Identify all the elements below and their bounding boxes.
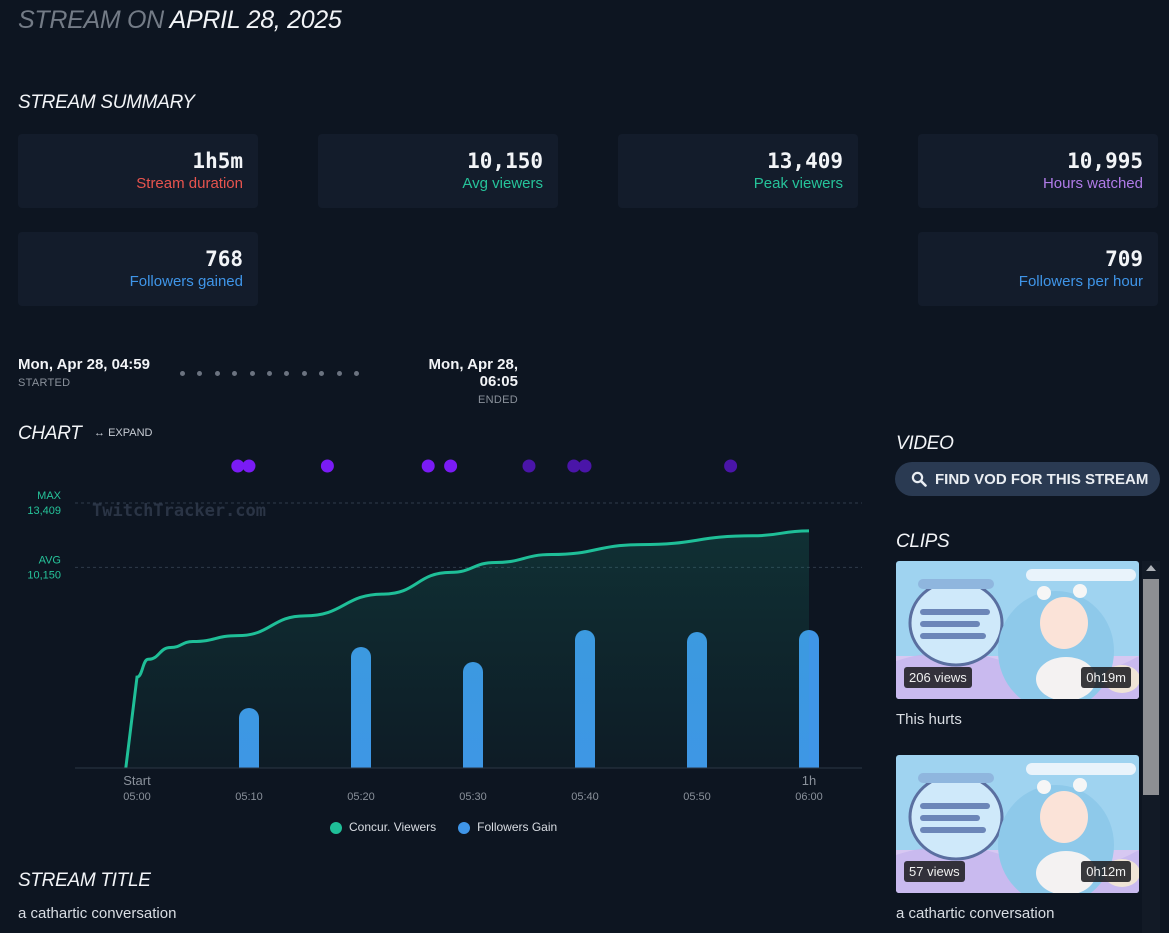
clip-card[interactable]: 206 views 0h19m This hurts [896, 561, 1139, 728]
stat-value: 13,409 [767, 149, 843, 173]
stream-end: Mon, Apr 28, 06:05 ENDED [390, 356, 518, 406]
stat-card-duration: 1h5m Stream duration [18, 134, 258, 208]
page-title-date: APRIL 28, 2025 [169, 6, 342, 34]
start-label: STARTED [18, 377, 71, 389]
end-label: ENDED [477, 394, 518, 406]
x-tick-label: 05:00 [123, 791, 151, 803]
scrollbar-thumb[interactable] [1143, 579, 1159, 795]
stream-title-text: a cathartic conversation [18, 905, 177, 922]
x-tick-top-label: Start [123, 773, 151, 788]
x-tick-label: 05:30 [459, 791, 487, 803]
clip-duration: 0h12m [1081, 861, 1131, 882]
legend-swatch-viewers [330, 821, 342, 834]
event-marker[interactable] [444, 459, 458, 473]
event-marker[interactable] [421, 459, 435, 473]
stat-value: 10,995 [1067, 149, 1143, 173]
event-marker[interactable] [578, 459, 592, 473]
stat-card-peak-viewers: 13,409 Peak viewers [618, 134, 858, 208]
ref-value-avg: 10,150 [27, 569, 61, 581]
timeline-dot [214, 371, 220, 376]
chart-watermark: TwitchTracker.com [92, 501, 266, 521]
search-icon [911, 471, 927, 487]
ref-value-max: 13,409 [27, 505, 61, 517]
legend-item-viewers[interactable]: Concur. Viewers [330, 820, 436, 834]
event-marker[interactable] [567, 459, 581, 473]
viewers-line[interactable] [124, 529, 810, 769]
chart-legend: Concur. Viewers Followers Gain [330, 820, 557, 834]
stat-card-hours-watched: 10,995 Hours watched [918, 134, 1158, 208]
clips-heading: CLIPS [896, 531, 950, 552]
stat-label: Avg viewers [462, 175, 543, 192]
stat-label: Stream duration [136, 175, 243, 192]
timeline-dot [319, 371, 325, 376]
stat-value: 10,150 [467, 149, 543, 173]
ref-label-avg: AVG [39, 554, 61, 566]
stat-card-followers-gained: 768 Followers gained [18, 232, 258, 306]
stream-start: Mon, Apr 28, 04:59 STARTED [18, 356, 150, 389]
expand-label: EXPAND [108, 427, 153, 439]
stream-title-heading: STREAM TITLE [18, 870, 151, 891]
x-tick-top-label: 1h [802, 773, 816, 788]
timeline-dot [197, 371, 203, 376]
event-markers [231, 459, 738, 473]
event-marker[interactable] [231, 459, 245, 473]
stat-label: Hours watched [1042, 175, 1143, 192]
stat-value: 709 [1105, 247, 1143, 271]
timeline-dot [249, 371, 255, 376]
x-axis-ticks: Start 05:00 05:10 05:20 05:30 05:40 05:50 1h 06:… [123, 773, 823, 803]
end-time: Mon, Apr 28, 06:05 [428, 356, 518, 390]
expand-arrows-icon: ↔ [94, 427, 105, 439]
clip-title[interactable]: a cathartic conversation [896, 905, 1055, 922]
x-tick-label: 05:10 [235, 791, 263, 803]
x-tick-label: 05:40 [571, 791, 599, 803]
event-marker[interactable] [522, 459, 536, 473]
stat-label: Peak viewers [753, 175, 843, 192]
find-vod-label: FIND VOD FOR THIS STREAM [935, 470, 1149, 488]
expand-button[interactable]: ↔ EXPAND [94, 427, 152, 439]
stat-value: 768 [205, 247, 243, 271]
video-heading: VIDEO [896, 433, 954, 454]
x-tick-label: 05:50 [683, 791, 711, 803]
ref-label-max: MAX [37, 490, 62, 502]
timeline-dot [180, 371, 185, 376]
clip-views: 206 views [904, 667, 972, 688]
event-marker[interactable] [724, 459, 738, 473]
start-time: Mon, Apr 28, 04:59 [18, 356, 150, 373]
legend-label-viewers: Concur. Viewers [349, 820, 437, 834]
timeline-dot [301, 371, 307, 376]
stat-label: Followers gained [129, 273, 243, 290]
x-tick-label: 06:00 [795, 791, 823, 803]
stat-card-followers-per-hour: 709 Followers per hour [918, 232, 1158, 306]
stat-card-avg-viewers: 10,150 Avg viewers [318, 134, 558, 208]
timeline-dot [336, 371, 342, 376]
event-marker[interactable] [242, 459, 256, 473]
clip-thumbnail[interactable]: 206 views 0h19m [896, 561, 1139, 699]
clip-duration: 0h19m [1081, 667, 1131, 688]
legend-swatch-followers [458, 821, 471, 834]
timeline-dot [232, 371, 238, 376]
scroll-up-arrow-icon[interactable] [1146, 565, 1156, 571]
event-marker[interactable] [320, 459, 334, 473]
stat-value: 1h5m [192, 149, 243, 173]
find-vod-button[interactable]: FIND VOD FOR THIS STREAM [895, 462, 1160, 496]
clip-views: 57 views [904, 861, 965, 882]
timeline-dot [284, 371, 290, 376]
legend-item-followers[interactable]: Followers Gain [458, 820, 557, 834]
timeline-dot [267, 371, 272, 376]
chart-heading: CHART [18, 423, 82, 444]
clip-thumbnail[interactable]: 57 views 0h12m [896, 755, 1139, 893]
legend-label-followers: Followers Gain [477, 820, 558, 834]
x-tick-label: 05:20 [347, 791, 375, 803]
stream-summary-heading: STREAM SUMMARY [18, 92, 195, 113]
clips-scrollbar[interactable] [1142, 561, 1160, 933]
clip-card[interactable]: 57 views 0h12m a cathartic conversation [896, 755, 1139, 922]
page-title: STREAM ON APRIL 28, 2025 [18, 6, 342, 35]
viewers-area-fill [125, 530, 810, 768]
stat-label: Followers per hour [1018, 273, 1143, 290]
page-title-prefix: STREAM ON [18, 6, 164, 34]
timeline-dot [354, 371, 359, 376]
clip-title[interactable]: This hurts [896, 711, 962, 728]
viewers-area [124, 529, 810, 769]
viewers-chart: TwitchTracker.com MAX 13,409 AVG 10,150 Sta… [27, 459, 862, 803]
